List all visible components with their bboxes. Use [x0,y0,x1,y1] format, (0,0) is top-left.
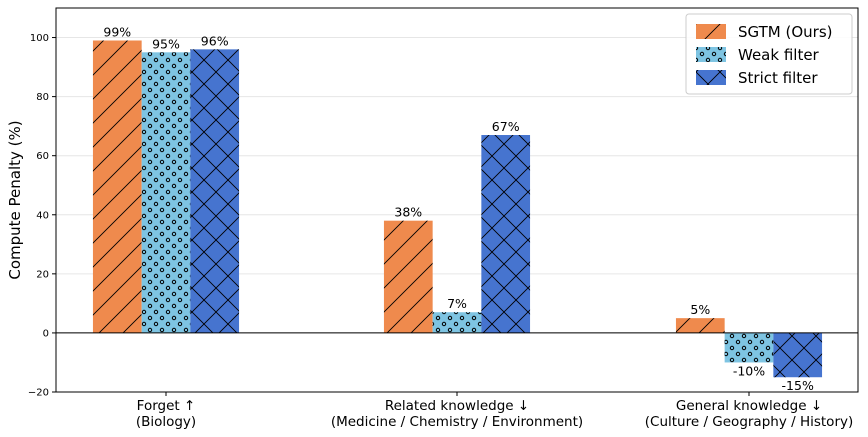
y-tick-label: 100 [30,33,49,44]
bar-hatch [773,332,823,378]
data-label: 99% [103,24,131,39]
y-tick-label: 40 [36,210,49,221]
y-axis-title: Compute Penalty (%) [6,120,24,279]
bar-hatch [92,40,142,333]
y-tick-label: 20 [36,269,49,280]
legend-label: SGTM (Ours) [738,23,832,41]
y-tick-label: 0 [43,328,49,339]
legend-swatch-hatch [696,24,726,39]
bar-hatch [675,318,725,333]
data-label: 7% [447,296,467,311]
data-label: 96% [201,33,229,48]
x-tick-label: General knowledge ↓ [676,398,822,414]
legend-label: Weak filter [738,46,820,64]
x-tick-label: Related knowledge ↓ [385,398,529,414]
data-label: 38% [394,205,422,220]
data-label: -15% [782,378,814,393]
legend-label: Strict filter [738,69,818,87]
legend-box [685,13,853,95]
x-tick-label: (Culture / Geography / History) [645,414,854,430]
y-tick-label: 60 [36,151,49,162]
bar-hatch [190,49,240,333]
legend: SGTM (Ours) Weak filter Strict filter [685,13,853,95]
x-tick-label: Forget ↑ [137,398,196,414]
data-label: 95% [152,36,180,51]
x-tick-label: (Biology) [136,414,196,430]
bar-hatch [383,220,433,333]
data-label: 67% [492,119,520,134]
legend-swatch-hatch [696,47,726,62]
bar-hatch [141,52,191,333]
bar-hatch [481,135,531,333]
data-label: -10% [733,363,765,378]
x-tick-label: (Medicine / Chemistry / Environment) [331,414,583,430]
data-label: 5% [690,302,710,317]
bar-hatch [432,312,482,333]
y-tick-label: −20 [28,388,49,399]
y-tick-label: 80 [36,92,49,103]
legend-swatch-hatch [696,70,726,85]
bar-hatch [724,332,774,363]
